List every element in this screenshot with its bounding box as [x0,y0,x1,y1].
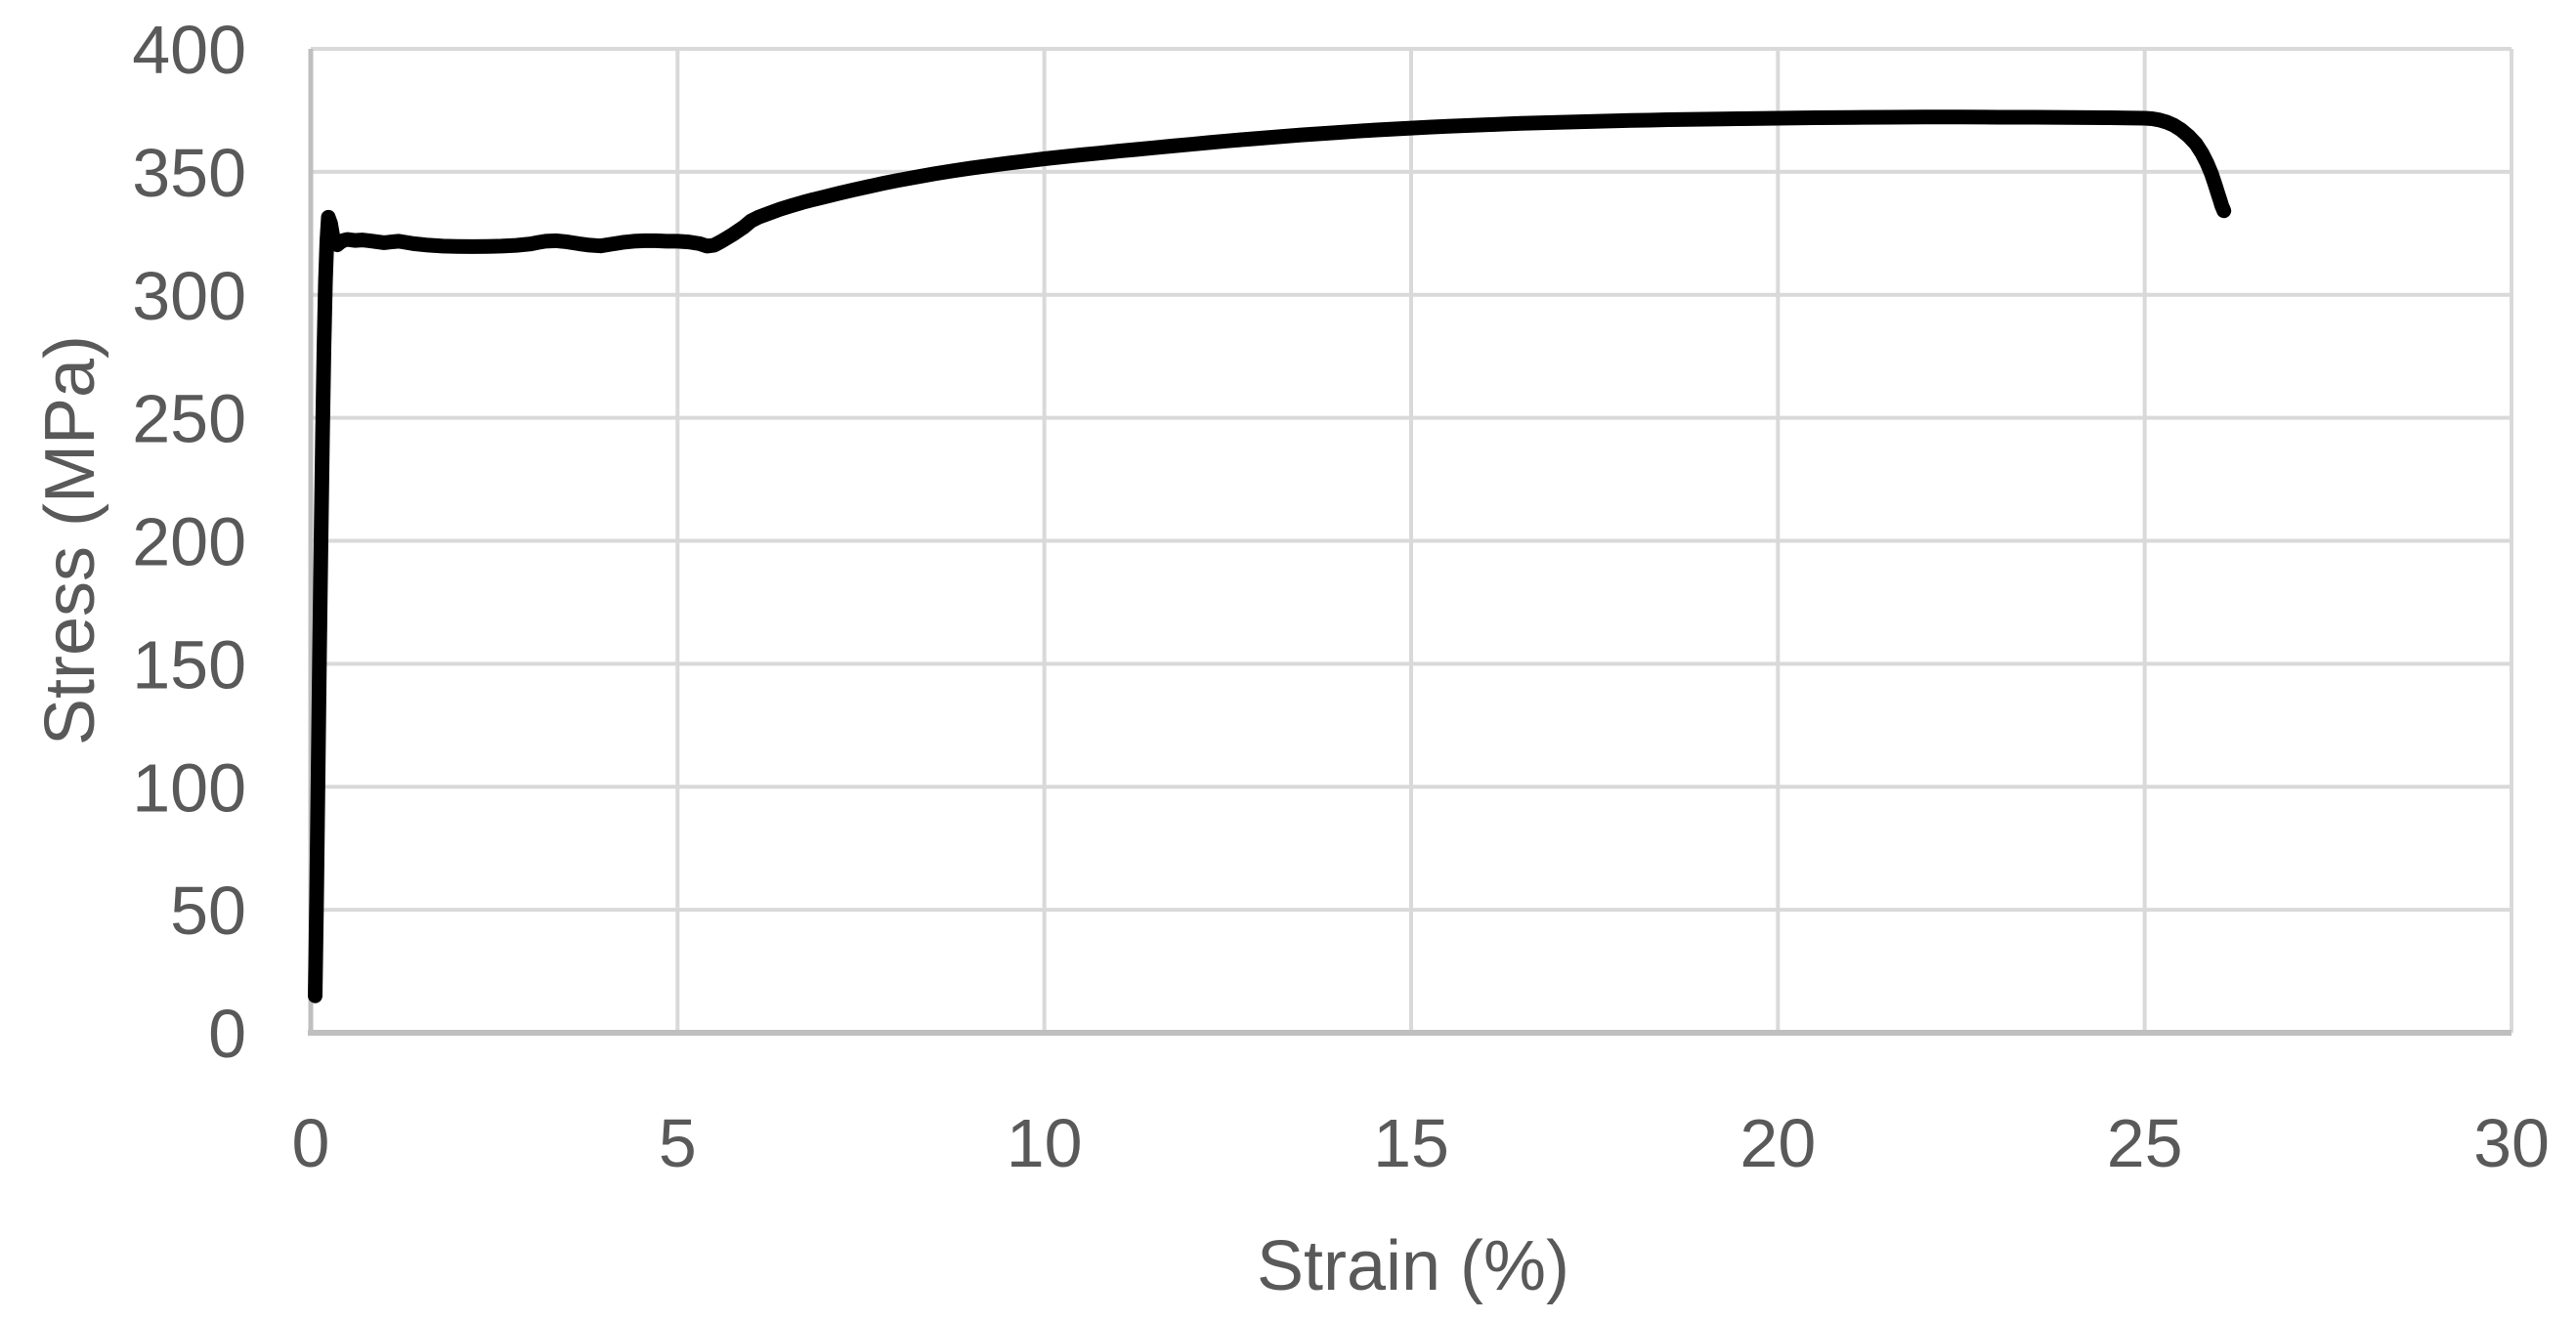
y-tick-label: 400 [132,12,246,88]
y-tick-label: 350 [132,135,246,211]
y-tick-label: 100 [132,749,246,826]
x-tick-label: 30 [2473,1105,2550,1181]
x-tick-label: 20 [1739,1105,1816,1181]
y-tick-label: 150 [132,626,246,703]
y-tick-label: 0 [208,996,246,1072]
x-tick-label: 15 [1373,1105,1449,1181]
x-tick-label: 0 [292,1105,330,1181]
stress-strain-curve-line [308,109,2232,1003]
x-tick-label: 5 [659,1105,697,1181]
y-axis-tick-labels: 0 50 100 150 200 250 300 350 400 [132,12,246,1072]
y-tick-label: 200 [132,504,246,580]
y-tick-label: 250 [132,381,246,457]
y-tick-label: 300 [132,258,246,334]
x-axis-title: Strain (%) [1257,1227,1569,1305]
x-tick-label: 25 [2107,1105,2183,1181]
x-tick-label: 10 [1007,1105,1083,1181]
x-axis-tick-labels: 0 5 10 15 20 25 30 [292,1105,2550,1181]
gridlines [311,47,2513,1033]
y-tick-label: 50 [170,873,246,949]
y-axis-title: Stress (MPa) [31,335,109,746]
